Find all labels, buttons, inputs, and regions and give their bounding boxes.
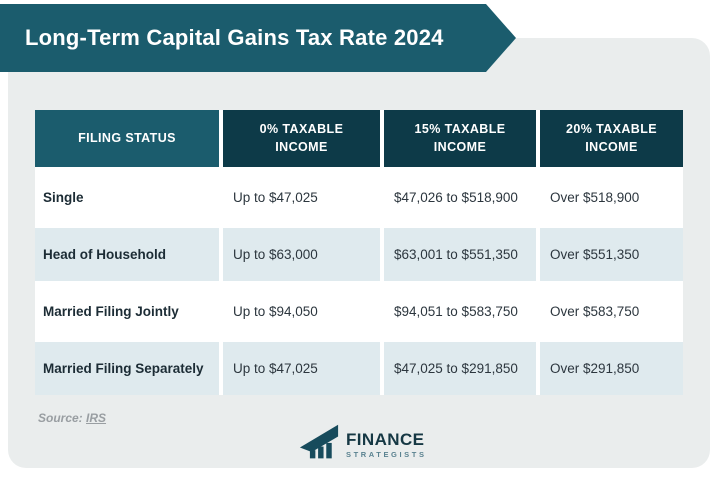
table-cell-20-percent: Over $551,350 xyxy=(540,228,683,281)
table-cell-15-percent: $94,051 to $583,750 xyxy=(384,285,536,338)
page-title: Long-Term Capital Gains Tax Rate 2024 xyxy=(25,25,444,50)
table-cell-0-percent: Up to $47,025 xyxy=(223,342,380,395)
table-cell-15-percent: $47,026 to $518,900 xyxy=(384,171,536,224)
table-cell-filing-status: Married Filing Jointly xyxy=(35,285,219,338)
title-banner: Long-Term Capital Gains Tax Rate 2024 xyxy=(0,4,516,72)
column-header-15-percent: 15% TAXABLE INCOME xyxy=(384,110,536,167)
table-cell-20-percent: Over $291,850 xyxy=(540,342,683,395)
source-attribution: Source: IRS xyxy=(38,411,106,425)
source-label: Source: xyxy=(38,411,87,425)
table-cell-0-percent: Up to $63,000 xyxy=(223,228,380,281)
logo-wordmark: FINANCE STRATEGISTS xyxy=(346,431,427,459)
table-cell-0-percent: Up to $47,025 xyxy=(223,171,380,224)
table-cell-20-percent: Over $518,900 xyxy=(540,171,683,224)
logo-strategists-text: STRATEGISTS xyxy=(346,449,427,459)
table-cell-filing-status: Single xyxy=(35,171,219,224)
column-header-20-percent: 20% TAXABLE INCOME xyxy=(540,110,683,167)
finance-strategists-logo-icon xyxy=(299,423,339,466)
table-cell-filing-status: Married Filing Separately xyxy=(35,342,219,395)
source-irs-link[interactable]: IRS xyxy=(86,411,107,425)
column-header-filing-status: FILING STATUS xyxy=(35,110,219,167)
table-cell-15-percent: $63,001 to $551,350 xyxy=(384,228,536,281)
column-header-0-percent: 0% TAXABLE INCOME xyxy=(223,110,380,167)
table-cell-0-percent: Up to $94,050 xyxy=(223,285,380,338)
table-cell-20-percent: Over $583,750 xyxy=(540,285,683,338)
tax-rate-table: FILING STATUS 0% TAXABLE INCOME 15% TAXA… xyxy=(35,110,683,395)
table-cell-filing-status: Head of Household xyxy=(35,228,219,281)
table-cell-15-percent: $47,025 to $291,850 xyxy=(384,342,536,395)
logo-finance-text: FINANCE xyxy=(346,429,425,449)
finance-strategists-logo: FINANCE STRATEGISTS xyxy=(299,423,427,466)
